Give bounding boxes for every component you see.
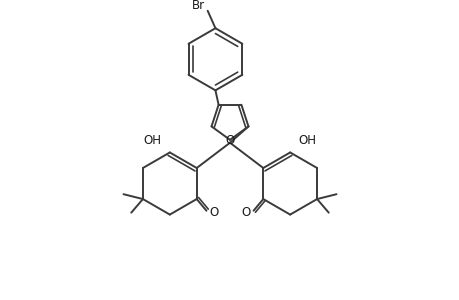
Text: O: O (241, 206, 250, 219)
Text: OH: OH (143, 134, 161, 147)
Text: O: O (209, 206, 218, 219)
Text: OH: OH (298, 134, 316, 147)
Text: Br: Br (191, 0, 204, 12)
Text: O: O (225, 134, 234, 147)
